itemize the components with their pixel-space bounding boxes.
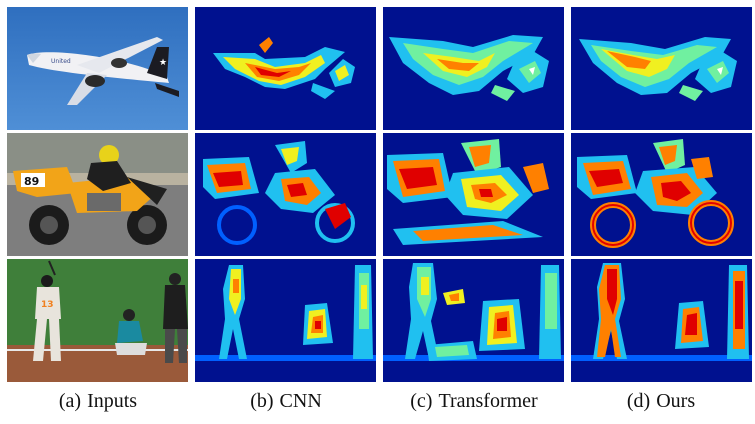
caption-tag: (b) [250, 390, 274, 412]
heatmap-cnn-airplane [195, 7, 376, 130]
heatmap-ours-baseball [571, 259, 752, 382]
jersey-number-text: 13 [41, 300, 54, 310]
caption-label: CNN [279, 390, 322, 412]
heatmap-transformer-baseball [383, 259, 564, 382]
plane-livery-text: United [51, 58, 71, 65]
caption-tag: (c) [410, 390, 433, 412]
caption-inputs: (a) Inputs [4, 390, 192, 413]
figure-captions: (a) Inputs (b) CNN (c) Transformer (d) Ours [0, 390, 755, 420]
caption-tag: (d) [626, 390, 651, 412]
caption-cnn: (b) CNN [192, 390, 380, 413]
caption-ours: (d) Ours [567, 390, 755, 413]
race-number-text: 89 [24, 175, 39, 188]
caption-label: Transformer [438, 390, 538, 412]
heatmap-ours-motorcycle [571, 133, 752, 256]
caption-label: Ours [656, 390, 696, 412]
caption-label: Inputs [87, 390, 138, 412]
caption-transformer: (c) Transformer [380, 390, 568, 413]
input-photo-motorcycle: 89 [7, 133, 188, 256]
heatmap-ours-airplane [571, 7, 752, 130]
input-photo-baseball: 13 [7, 259, 188, 382]
heatmap-transformer-motorcycle [383, 133, 564, 256]
input-photo-airplane: ★ United [7, 7, 188, 130]
heatmap-transformer-airplane [383, 7, 564, 130]
heatmap-cnn-motorcycle [195, 133, 376, 256]
caption-tag: (a) [58, 390, 82, 412]
heatmap-cnn-baseball [195, 259, 376, 382]
svg-text:★: ★ [159, 58, 167, 68]
